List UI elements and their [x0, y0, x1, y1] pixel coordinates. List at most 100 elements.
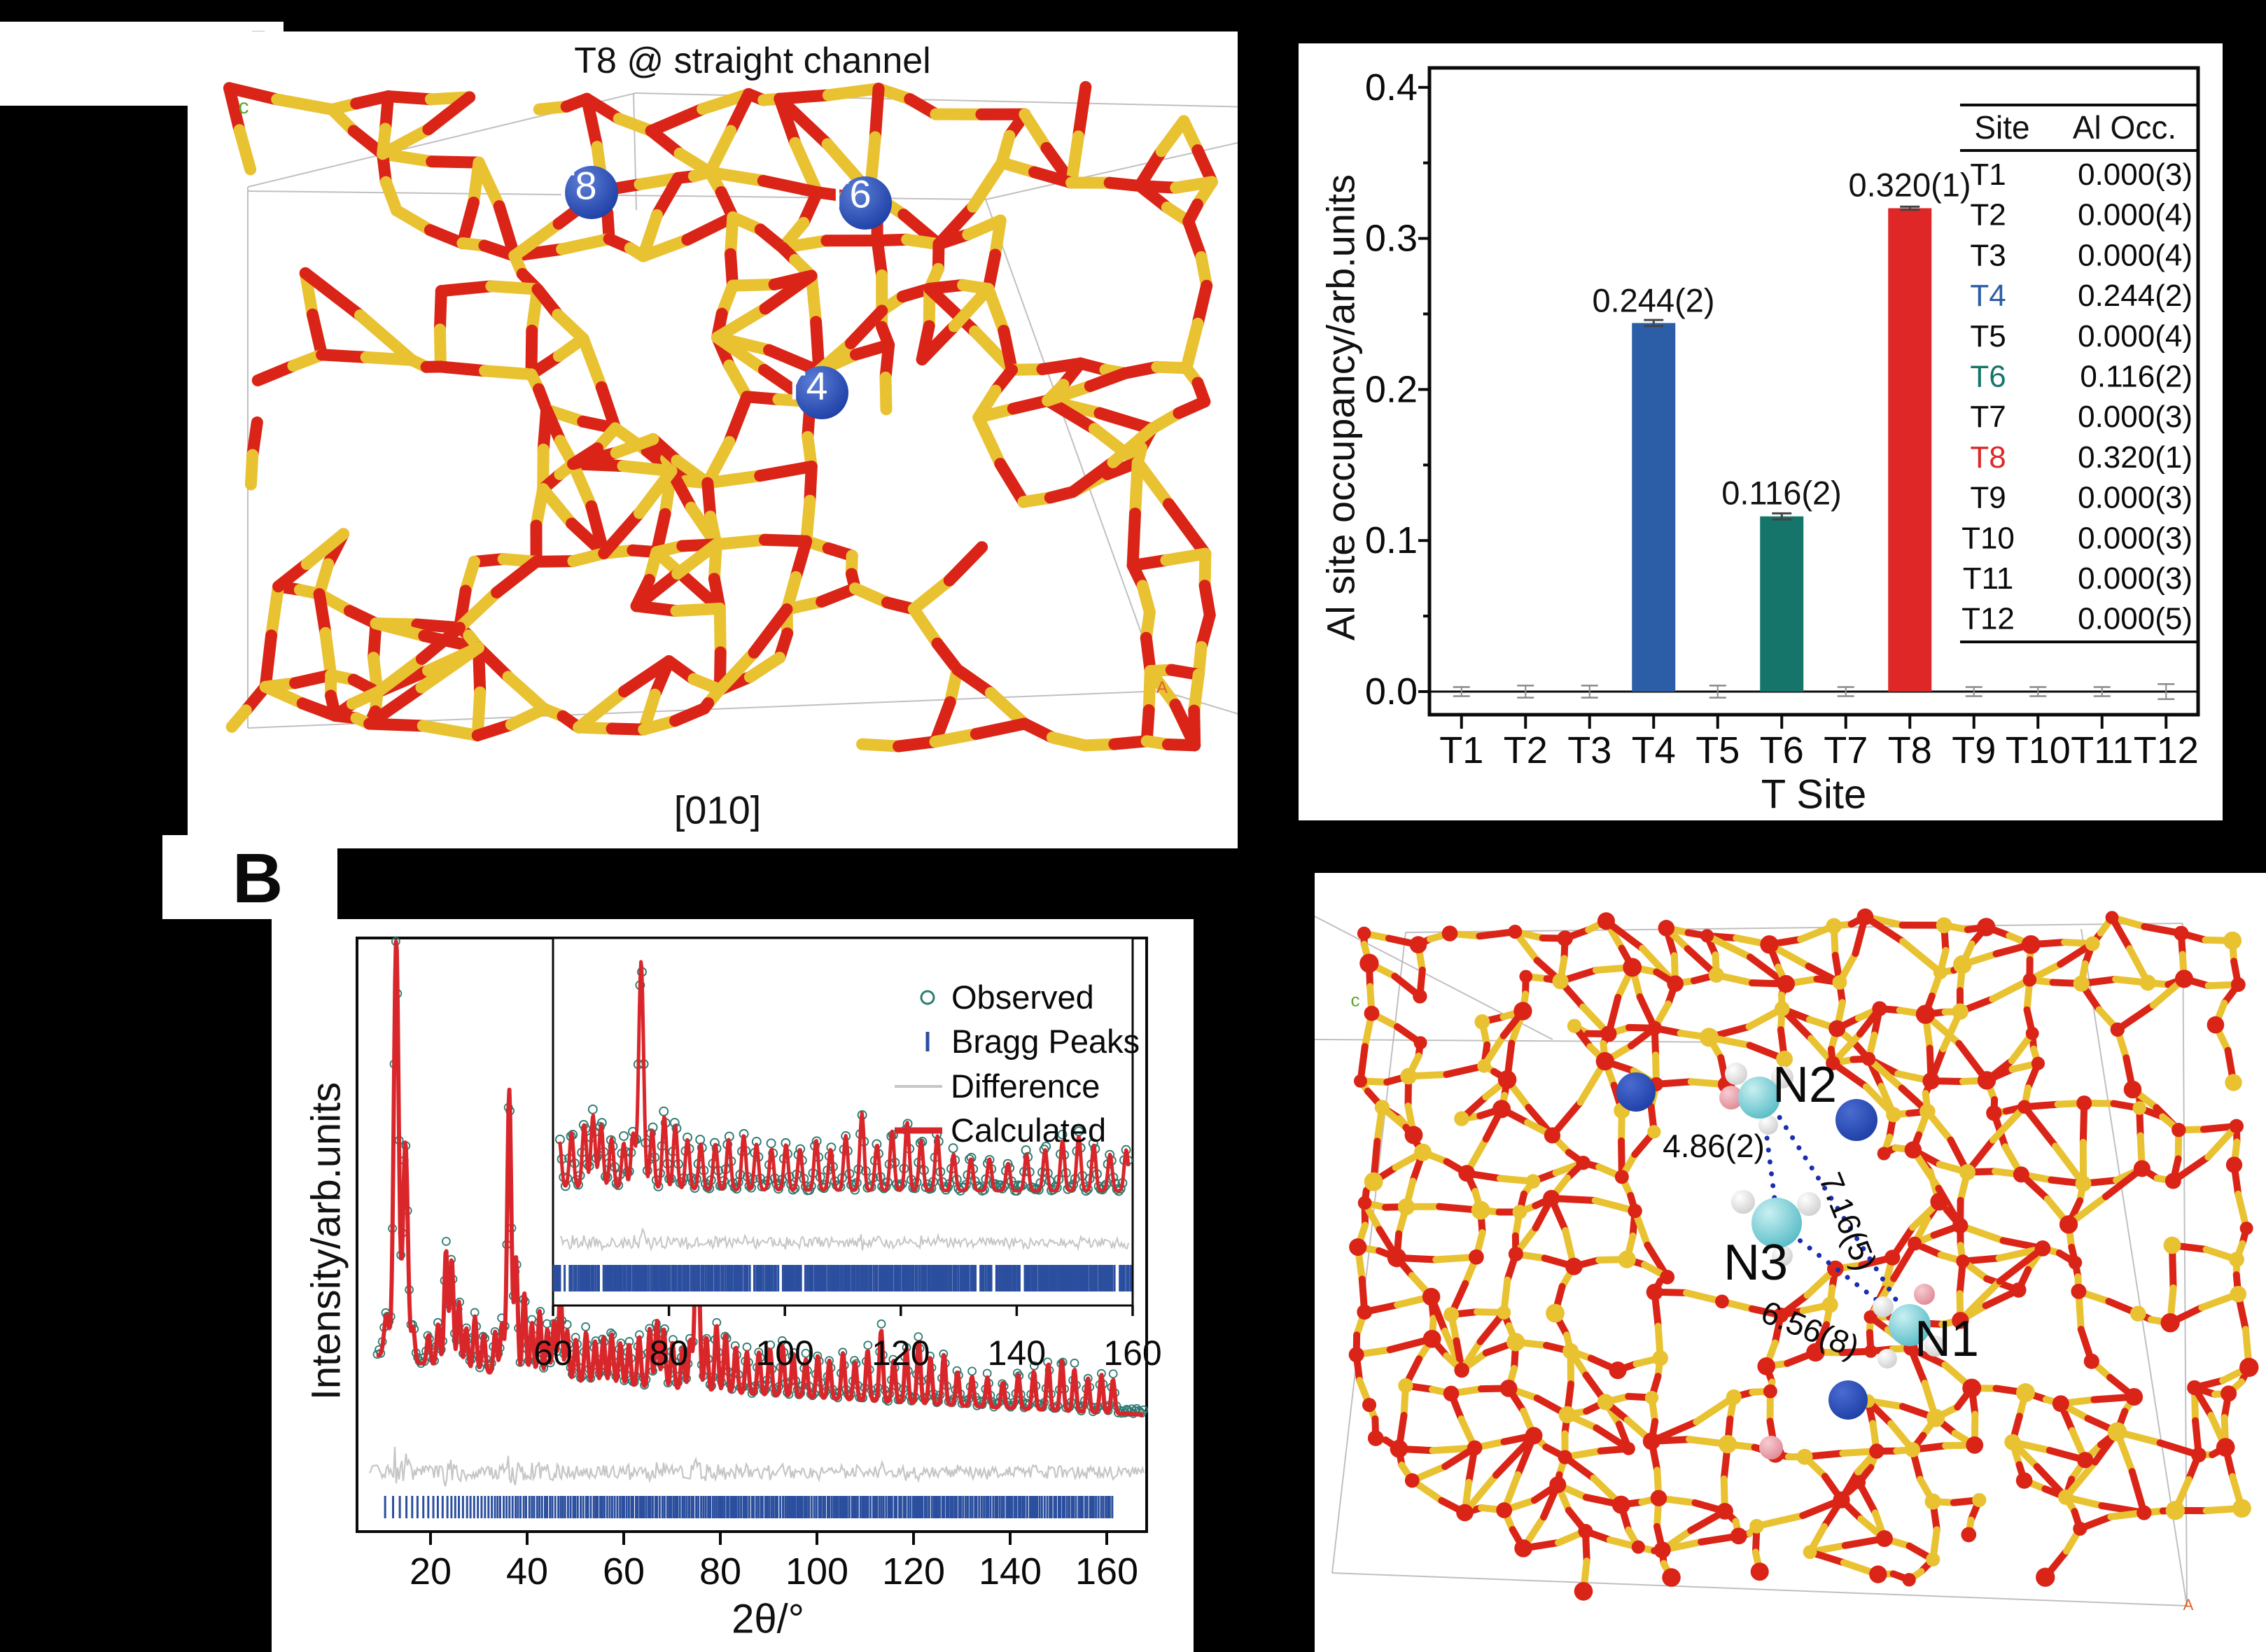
framework-atom	[1730, 1527, 1747, 1545]
framework-bond	[1067, 456, 1119, 498]
framework-atom	[1864, 1344, 1877, 1358]
framework-bond	[759, 270, 818, 315]
framework-atom	[1441, 925, 1458, 941]
panel-b-structure: N2 N3 N1 4.86(2) 7.16(5) 6.56(8) c A	[1315, 873, 2266, 1652]
framework-bond	[1155, 115, 1190, 158]
framework-atom	[1348, 1347, 1364, 1363]
framework-atom	[1422, 1329, 1441, 1348]
panel-b-label-box: B	[162, 835, 337, 919]
framework-atom	[2133, 1160, 2150, 1177]
table-site-cell: T2	[1970, 198, 2006, 232]
framework-bond	[306, 308, 328, 361]
framework-bond	[713, 646, 760, 696]
framework-bond	[1028, 166, 1078, 189]
table-site-cell: T6	[1970, 360, 2006, 394]
framework-bond	[711, 331, 771, 376]
framework-bond	[757, 174, 823, 199]
observed-point	[1108, 1369, 1118, 1379]
framework-atom	[2163, 1236, 2181, 1254]
observed-point	[742, 1342, 752, 1352]
bar-t8	[1888, 208, 1932, 692]
framework-bond	[1042, 394, 1100, 435]
framework-bond	[473, 156, 505, 213]
framework-atom	[1930, 1192, 1948, 1211]
framework-bond	[1093, 407, 1158, 435]
observed-point-inset	[1081, 1186, 1091, 1196]
framework-atom	[1833, 1491, 1850, 1508]
framework-atom	[1760, 935, 1779, 954]
framework-bond	[645, 103, 709, 137]
framework-bond	[810, 316, 825, 377]
na-sphere	[1616, 1072, 1656, 1112]
framework-atom	[1390, 1439, 1408, 1458]
framework-atom	[2165, 1501, 2185, 1520]
framework-bond	[727, 278, 781, 292]
inset-x-tick-label: 80	[650, 1334, 689, 1373]
observed-point-inset	[766, 1138, 776, 1149]
framework-atom	[1469, 1249, 1484, 1265]
framework-atom	[1631, 1540, 1645, 1554]
framework-bond	[816, 582, 861, 608]
framework-atom	[1763, 1384, 1777, 1399]
framework-atom	[1364, 1005, 1380, 1021]
framework-atom	[1977, 918, 1996, 937]
axis-c-label-b: c	[1350, 989, 1360, 1011]
framework-bond	[433, 285, 447, 336]
bar-t4	[1632, 323, 1676, 692]
framework-atom	[1614, 1170, 1629, 1184]
table-site-cell: T8	[1970, 440, 2006, 475]
framework-atom	[1404, 1473, 1420, 1488]
framework-atom	[2206, 1016, 2225, 1034]
framework-atom	[1826, 1260, 1844, 1278]
framework-bond	[701, 470, 767, 489]
y-tick-label: 0.1	[1365, 519, 1418, 561]
framework-atom	[1525, 1427, 1543, 1445]
framework-atom	[1653, 1541, 1671, 1559]
xrd-rietveld-plot-svg: 20 40 60 80 100 120 140 160 60 80 100 120 140 160	[356, 937, 1162, 1592]
framework-atom	[1699, 1028, 1719, 1047]
framework-bond	[929, 696, 956, 748]
framework-bond	[994, 458, 1030, 508]
observed-point	[967, 1366, 977, 1376]
framework-bond	[1865, 1055, 1905, 1092]
framework-atom	[1404, 1126, 1423, 1144]
unit-cell-edge	[1405, 923, 2183, 933]
framework-bond	[972, 411, 1007, 470]
framework-atom	[1826, 1056, 1840, 1070]
table-occ-cell: 0.244(2)	[2078, 279, 2192, 313]
framework-atom	[2239, 1357, 2259, 1378]
framework-atom	[1660, 1270, 1675, 1284]
framework-atom	[1552, 973, 1569, 990]
h-sphere	[1758, 1115, 1778, 1135]
calculated-curve-inset	[557, 960, 1131, 1193]
x-category-label: T2	[1504, 729, 1548, 771]
difference-trace-inset	[559, 1227, 1129, 1252]
framework-atom	[1413, 989, 1427, 1004]
framework-atom	[2073, 1521, 2087, 1536]
framework-atom	[1642, 1432, 1660, 1450]
framework-bond	[473, 641, 515, 683]
framework-atom	[1776, 1050, 1793, 1068]
framework-bond	[434, 360, 491, 377]
inset-x-tick-label: 100	[755, 1334, 813, 1373]
framework-bond	[319, 626, 337, 681]
framework-bond	[1989, 976, 2034, 1003]
framework-atom	[2013, 1166, 2029, 1183]
framework-atom	[1387, 1248, 1407, 1268]
framework-atom	[1715, 1294, 1729, 1309]
site-label-t8: T8	[551, 163, 597, 208]
framework-atom	[1374, 1100, 1390, 1115]
framework-bond	[1753, 1512, 1807, 1530]
framework-bond	[271, 93, 338, 115]
framework-bond	[671, 538, 722, 580]
framework-atom	[1962, 1378, 1982, 1398]
framework-atom	[1886, 1107, 1901, 1123]
framework-bond	[967, 157, 1008, 213]
framework-bond	[943, 541, 988, 587]
inset-x-tick-label: 140	[988, 1334, 1046, 1373]
x-category-label: T9	[1952, 729, 1996, 771]
table-site-cell: T10	[1961, 521, 2015, 555]
h-sphere	[1772, 1245, 1793, 1266]
framework-bond	[1084, 367, 1131, 393]
framework-atom	[1922, 1072, 1940, 1090]
